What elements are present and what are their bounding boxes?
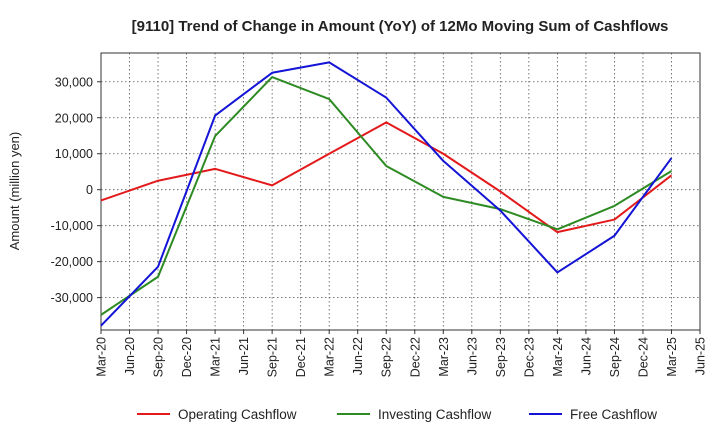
grid [100, 53, 701, 330]
y-axis: -30,000 -20,000 -10,000 0 10,000 20,000 30,000 [51, 75, 101, 305]
x-tick-label: Sep-23 [494, 337, 508, 377]
y-tick-label: -30,000 [51, 291, 93, 305]
x-tick-label: Mar-24 [551, 337, 565, 377]
x-tick-label: Mar-22 [323, 337, 337, 377]
x-axis: Mar-20 Jun-20 Sep-20 Dec-20 Mar-21 Jun-21 Sep-… [95, 330, 708, 377]
legend-label: Free Cashflow [570, 407, 657, 422]
series-line [100, 121, 673, 234]
x-tick-label: Sep-22 [380, 337, 394, 377]
series-line [100, 76, 673, 316]
x-tick-label: Dec-22 [408, 337, 422, 377]
y-tick-label: 30,000 [55, 75, 93, 89]
x-tick-label: Jun-22 [351, 337, 365, 375]
legend: Operating Cashflow Investing Cashflow Free… [137, 407, 657, 422]
x-tick-label: Dec-20 [180, 337, 194, 377]
legend-label: Operating Cashflow [178, 407, 297, 422]
series-line [100, 61, 673, 327]
x-tick-label: Dec-21 [294, 337, 308, 377]
x-tick-label: Jun-21 [237, 337, 251, 375]
x-tick-label: Dec-23 [522, 337, 536, 377]
legend-label: Investing Cashflow [378, 407, 492, 422]
x-tick-label: Jun-23 [465, 337, 479, 375]
x-tick-label: Jun-25 [694, 337, 708, 375]
x-tick-label: Dec-24 [636, 337, 650, 377]
y-tick-label: -10,000 [51, 219, 93, 233]
x-tick-label: Mar-25 [665, 337, 679, 377]
chart-title: [9110] Trend of Change in Amount (YoY) o… [132, 18, 669, 35]
y-tick-label: 10,000 [55, 147, 93, 161]
x-tick-label: Sep-21 [266, 337, 280, 377]
y-tick-label: 0 [86, 183, 93, 197]
x-tick-label: Mar-20 [95, 337, 109, 377]
x-tick-label: Mar-23 [437, 337, 451, 377]
x-tick-label: Sep-20 [152, 337, 166, 377]
y-axis-label: Amount (million yen) [7, 132, 22, 251]
x-tick-label: Sep-24 [608, 337, 622, 377]
y-tick-label: -20,000 [51, 255, 93, 269]
series-lines [100, 61, 673, 327]
x-tick-label: Jun-20 [123, 337, 137, 375]
plot-area [100, 52, 701, 331]
x-tick-label: Mar-21 [209, 337, 223, 377]
x-tick-label: Jun-24 [579, 337, 593, 375]
y-tick-label: 20,000 [55, 111, 93, 125]
